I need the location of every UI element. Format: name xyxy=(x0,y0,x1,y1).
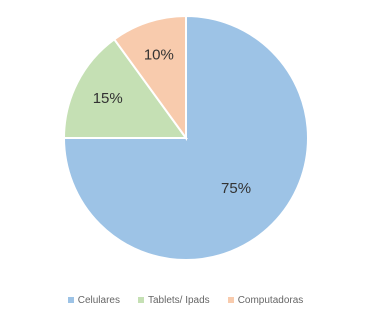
legend-item-tablets: Tablets/ Ipads xyxy=(137,290,210,310)
data-label-celulares: 75% xyxy=(221,180,251,197)
legend: Celulares Tablets/ Ipads Computadoras xyxy=(0,290,371,310)
legend-label-tablets: Tablets/ Ipads xyxy=(147,294,210,306)
legend-item-computadoras: Computadoras xyxy=(227,290,304,310)
pie-slice-computadoras xyxy=(112,14,187,142)
legend-swatch-tablets xyxy=(137,297,144,303)
legend-label-celulares: Celulares xyxy=(77,294,120,306)
legend-swatch-computadoras xyxy=(227,297,234,303)
pie-slice-tablets xyxy=(62,37,188,139)
data-label-computadoras: 10% xyxy=(144,46,174,63)
data-label-tablets: 15% xyxy=(93,90,123,107)
legend-swatch-celulares xyxy=(67,297,74,303)
legend-label-computadoras: Computadoras xyxy=(237,294,304,306)
legend-item-celulares: Celulares xyxy=(67,290,120,310)
